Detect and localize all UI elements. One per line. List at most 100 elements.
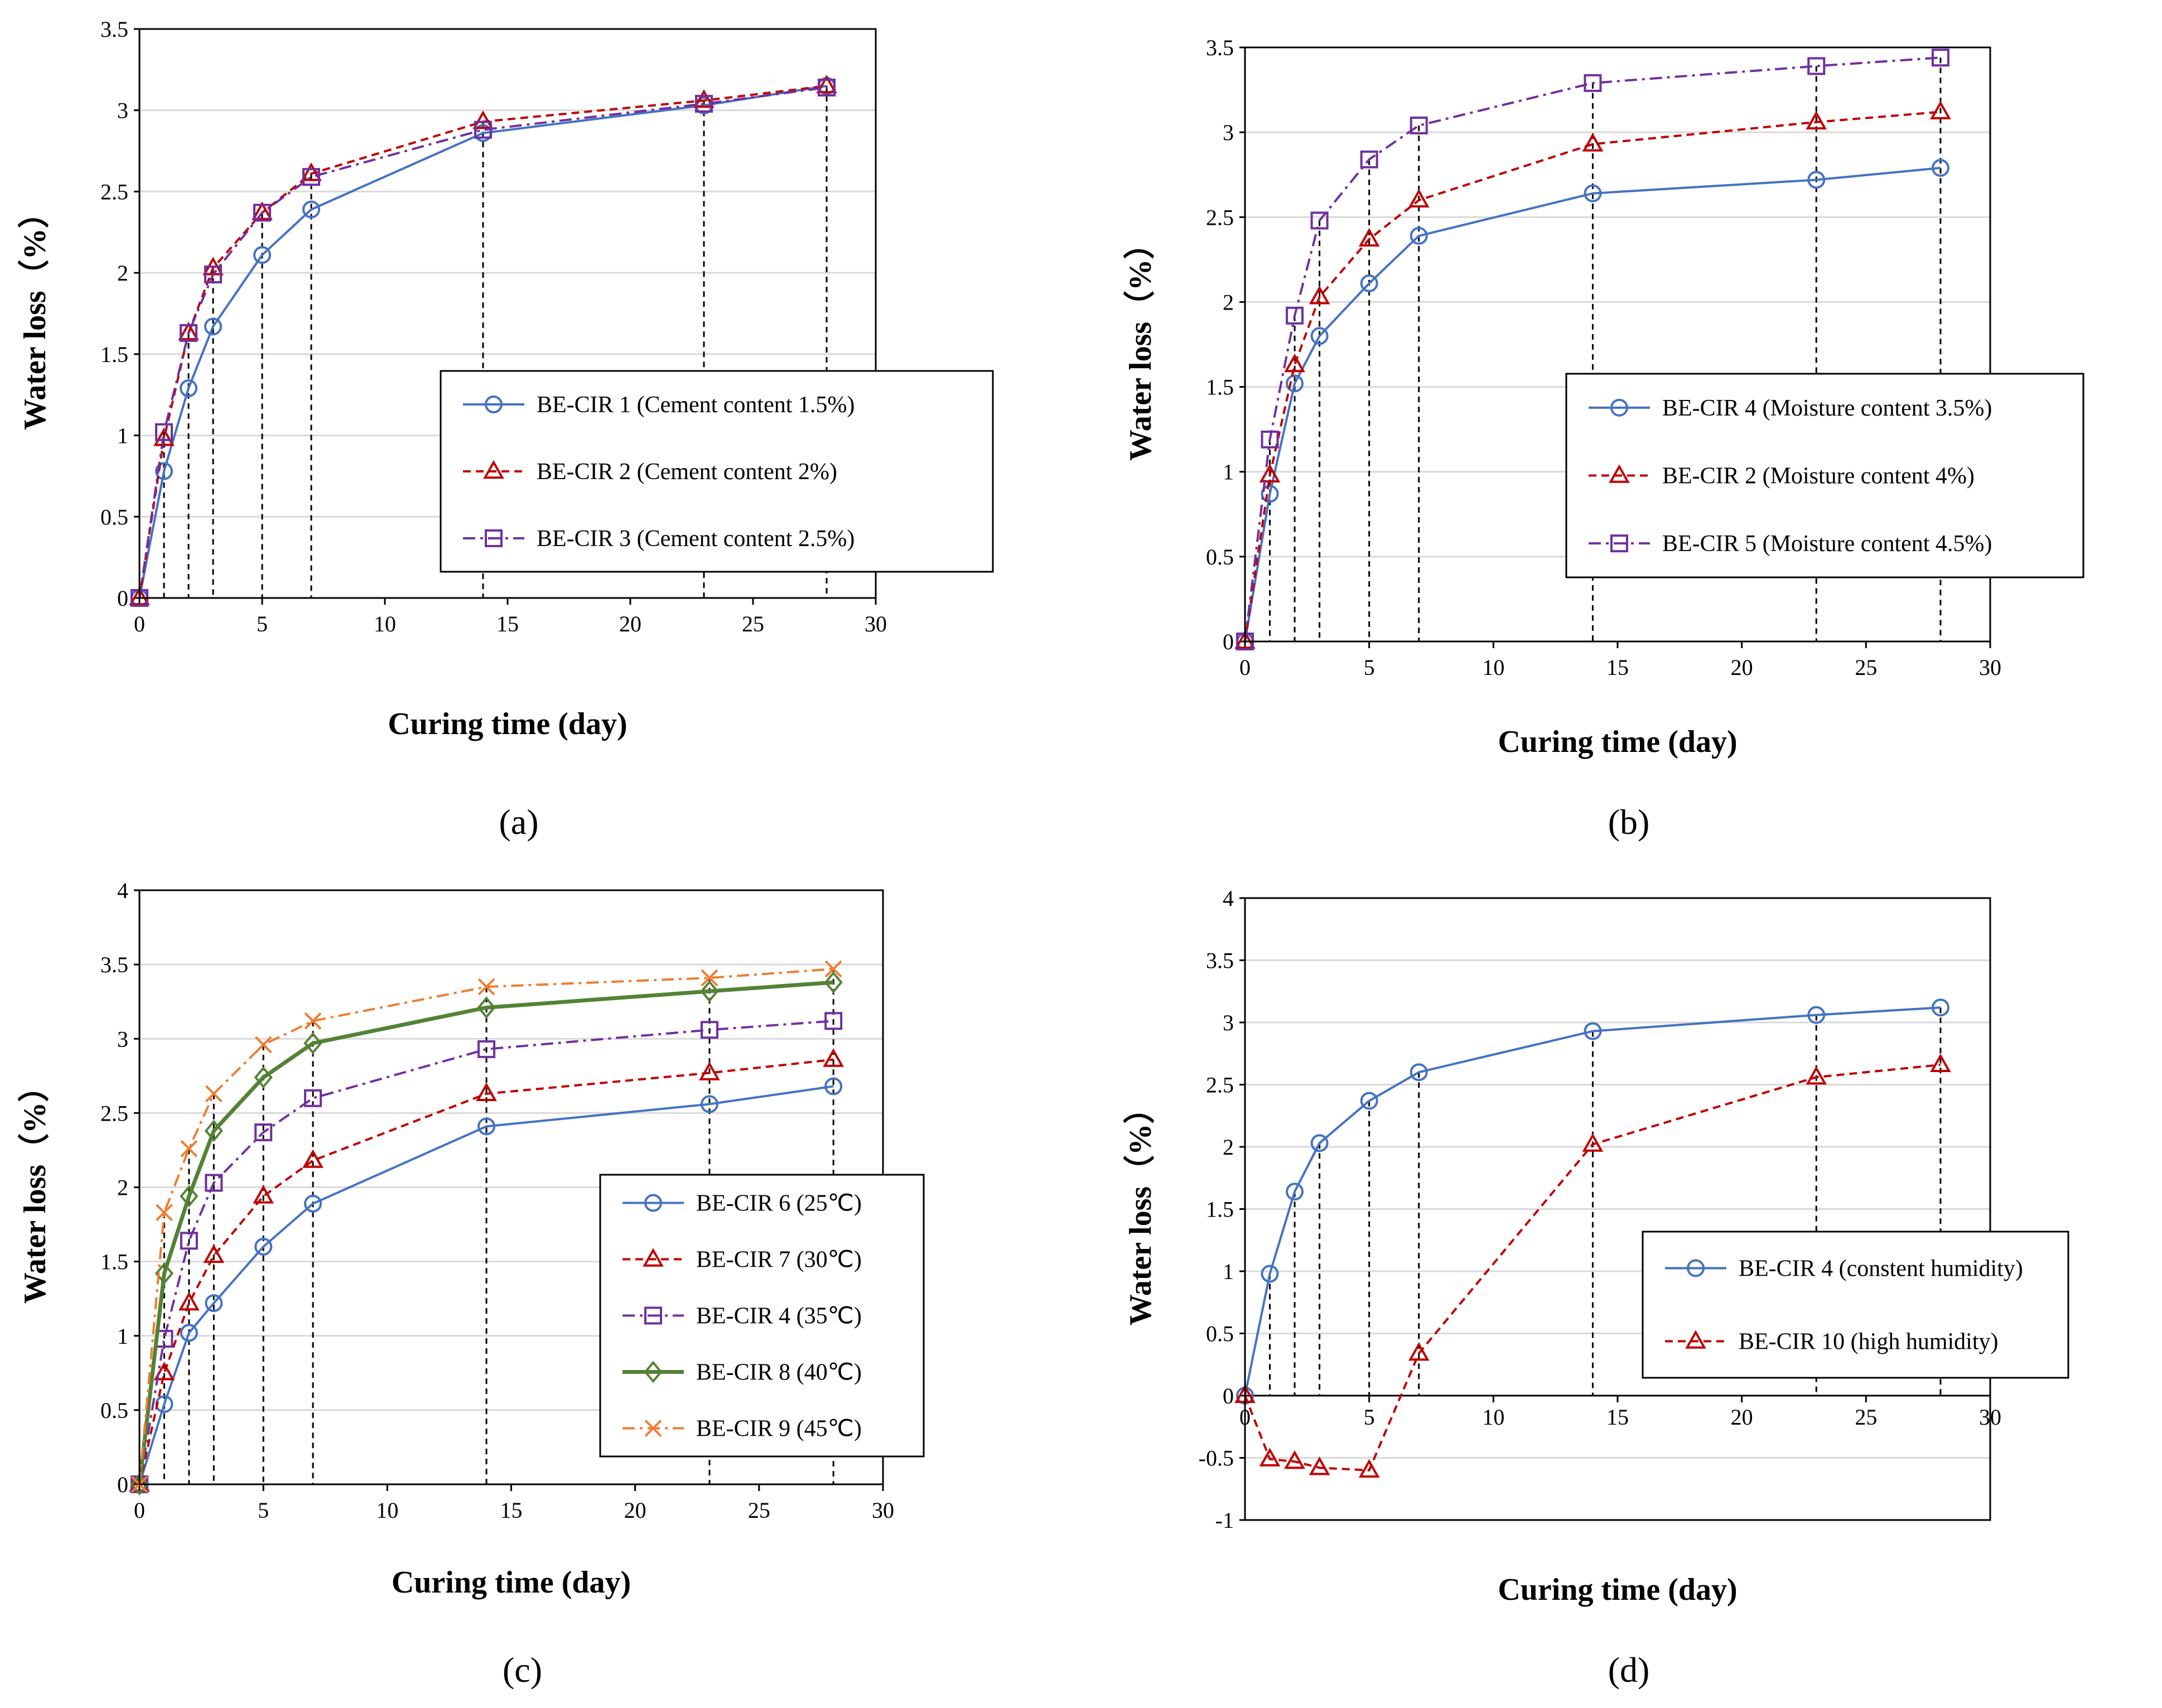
legend-entry: BE-CIR 4 (Moisture content 3.5%) xyxy=(1662,395,1992,421)
y-tick-label: -0.5 xyxy=(1199,1446,1234,1471)
data-point: BE-CIR 4 (Moisture content 3.5%): 28, 2.… xyxy=(1931,159,1949,177)
data-point: BE-CIR 10 (high humidity): 28, 2.66 xyxy=(1930,1053,1951,1073)
y-tick-label: 2 xyxy=(1223,1135,1234,1160)
data-point: BE-CIR 8 (40℃): 23, 3.32 xyxy=(700,980,719,1002)
legend-entry: BE-CIR 10 (high humidity) xyxy=(1739,1329,1999,1355)
data-point: BE-CIR 2 (Moisture content 4%): 0, 0 xyxy=(1234,630,1256,649)
data-point: BE-CIR 1 (Cement content 1.5%): 2, 1.29 xyxy=(180,379,197,398)
legend-swatch-marker xyxy=(1610,398,1628,417)
plot-frame xyxy=(1244,897,1991,1521)
data-point: BE-CIR 6 (25℃): 23, 2.56 xyxy=(700,1095,718,1113)
y-tick-label: 1 xyxy=(117,423,128,448)
data-point: BE-CIR 2 (Cement content 2%): 23, 3.06 xyxy=(693,89,715,108)
y-tick-label: 2.5 xyxy=(1206,1073,1234,1098)
data-point: BE-CIR 5 (Moisture content 4.5%): 7, 3.0… xyxy=(1410,116,1428,134)
data-point: BE-CIR 5 (Moisture content 4.5%): 1, 1.1… xyxy=(1261,430,1279,448)
data-point: BE-CIR 7 (30℃): 0, 0 xyxy=(129,1473,150,1492)
data-point: BE-CIR 4 (Moisture content 3.5%): 1, 0.8… xyxy=(1261,485,1279,503)
series-be-cir-9-45: BE-CIR 9 (45℃): 0, 0BE-CIR 9 (45℃): 1, 1… xyxy=(131,960,842,1493)
x-tick-label: 20 xyxy=(1731,655,1753,680)
legend-swatch-marker xyxy=(483,460,504,479)
legend-swatch-marker xyxy=(1609,464,1630,483)
legend-box xyxy=(440,370,994,573)
legend-entry: BE-CIR 4 (35℃) xyxy=(696,1304,862,1329)
x-tick-label: 10 xyxy=(1482,655,1504,680)
data-point: BE-CIR 4 (constent humidity): 5, 2.37 xyxy=(1360,1092,1378,1110)
data-point: BE-CIR 4 (constent humidity): 3, 2.03 xyxy=(1310,1134,1329,1152)
legend-swatch-marker xyxy=(485,395,503,413)
x-tick-label: 20 xyxy=(1731,1405,1753,1430)
legend: BE-CIR 4 (Moisture content 3.5%) BE-CIR 2… xyxy=(1565,373,2084,578)
data-point: BE-CIR 4 (constent humidity): 2, 1.64 xyxy=(1286,1183,1304,1201)
x-tick-label: 10 xyxy=(1482,1405,1504,1430)
data-point: BE-CIR 2 (Moisture content 4%): 14, 2.93 xyxy=(1582,133,1604,152)
data-point: BE-CIR 9 (45℃): 5, 2.96 xyxy=(254,1036,272,1054)
data-point: BE-CIR 4 (Moisture content 3.5%): 23, 2.… xyxy=(1807,171,1826,189)
y-tick-label: 2 xyxy=(117,1175,128,1200)
series-be-cir-10-high-humidity: BE-CIR 10 (high humidity): 0, 0BE-CIR 10… xyxy=(1234,1053,1951,1478)
legend-entry: BE-CIR 5 (Moisture content 4.5%) xyxy=(1662,531,1992,557)
y-tick-label: 0 xyxy=(117,1472,128,1497)
data-point: BE-CIR 10 (high humidity): 14, 2.02 xyxy=(1582,1133,1604,1152)
y-tick-label: 3 xyxy=(117,1026,128,1051)
panel-b: 0 0.5 1 1.5 2 2.5 3 3.5 0 5 10 15 20 25 30 BE-CIR 4 (Mo… xyxy=(1123,35,2084,842)
x-tick-label: 15 xyxy=(1606,1405,1629,1430)
x-tick-label: 5 xyxy=(1364,1405,1375,1430)
y-tick-label: 0 xyxy=(1223,1383,1234,1408)
series-line xyxy=(137,980,834,1485)
data-point: BE-CIR 7 (30℃): 14, 2.63 xyxy=(476,1082,497,1101)
x-tick-label: 20 xyxy=(619,611,641,636)
data-point: BE-CIR 4 (constent humidity): 7, 2.6 xyxy=(1410,1063,1428,1082)
x-tick-label: 30 xyxy=(872,1498,894,1523)
y-tick-label: 0.5 xyxy=(1206,544,1234,570)
data-point: BE-CIR 5 (Moisture content 4.5%): 28, 3.… xyxy=(1931,49,1949,67)
x-tick-label: 0 xyxy=(1239,655,1251,680)
legend-swatch-marker xyxy=(485,529,503,547)
x-tick-label: 30 xyxy=(865,611,887,636)
data-point: BE-CIR 4 (35℃): 3, 2.03 xyxy=(205,1174,223,1192)
data-point: BE-CIR 5 (Moisture content 4.5%): 5, 2.8… xyxy=(1360,150,1378,168)
legend-swatch-marker xyxy=(1685,1330,1706,1349)
y-tick-label: 4 xyxy=(117,878,128,903)
legend-swatch-marker xyxy=(644,1306,662,1325)
y-tick-label: 3.5 xyxy=(100,17,128,42)
data-point: BE-CIR 8 (40℃): 0, 0 xyxy=(130,1473,149,1495)
legend: BE-CIR 6 (25℃) BE-CIR 7 (30℃) BE-CIR 4 (35… xyxy=(599,1174,925,1458)
legend-entry: BE-CIR 2 (Cement content 2%) xyxy=(537,459,837,485)
data-point: BE-CIR 6 (25℃): 3, 1.22 xyxy=(205,1294,223,1313)
x-tick-label: 25 xyxy=(1855,1405,1877,1430)
data-point: BE-CIR 7 (30℃): 1, 0.75 xyxy=(153,1362,175,1381)
panel-label: (c) xyxy=(503,1650,542,1690)
y-tick-label: 2 xyxy=(117,260,128,286)
series-be-cir-7-30: BE-CIR 7 (30℃): 0, 0 BE-CIR 7 (30℃): 1, 0… xyxy=(129,1048,844,1492)
data-point: BE-CIR 9 (45℃): 3, 2.63 xyxy=(205,1085,223,1103)
series-line xyxy=(1244,1006,1941,1396)
data-point: BE-CIR 10 (high humidity): 5, -0.6 xyxy=(1358,1459,1380,1478)
data-point: BE-CIR 3 (Cement content 2.5%): 2, 1.63 xyxy=(180,324,197,342)
y-tick-label: 3 xyxy=(117,98,128,123)
x-tick-label: 25 xyxy=(742,611,764,636)
data-point: BE-CIR 8 (40℃): 7, 2.97 xyxy=(303,1032,322,1055)
x-axis-title: Curing time (day) xyxy=(388,707,627,741)
data-point: BE-CIR 4 (Moisture content 3.5%): 2, 1.5… xyxy=(1286,374,1304,393)
data-point: BE-CIR 9 (45℃): 14, 3.35 xyxy=(477,978,495,996)
series-line xyxy=(1244,1063,1941,1471)
legend: BE-CIR 4 (constent humidity) BE-CIR 10 (h… xyxy=(1642,1231,2069,1379)
data-point: BE-CIR 10 (high humidity): 23, 2.56 xyxy=(1806,1065,1827,1085)
data-point: BE-CIR 4 (Moisture content 3.5%): 3, 1.8 xyxy=(1310,327,1329,345)
series-line xyxy=(1244,56,1941,642)
data-point: BE-CIR 2 (Moisture content 4%): 3, 2.03 xyxy=(1309,286,1330,305)
data-point: BE-CIR 8 (40℃): 28, 3.38 xyxy=(824,971,843,993)
panel-label: (a) xyxy=(499,802,538,842)
data-point: BE-CIR 8 (40℃): 1, 1.42 xyxy=(155,1262,174,1285)
legend-swatch-marker xyxy=(1610,534,1628,553)
data-point: BE-CIR 6 (25℃): 7, 1.89 xyxy=(304,1194,322,1213)
data-point: BE-CIR 5 (Moisture content 4.5%): 23, 3.… xyxy=(1807,57,1826,75)
data-point: BE-CIR 4 (constent humidity): 28, 3.12 xyxy=(1931,998,1949,1017)
data-point: BE-CIR 4 (constent humidity): 14, 2.93 xyxy=(1584,1022,1602,1040)
y-tick-label: 3 xyxy=(1223,120,1234,145)
x-tick-label: 0 xyxy=(134,1498,145,1523)
data-point: BE-CIR 2 (Moisture content 4%): 7, 2.6 xyxy=(1408,189,1430,208)
data-point: BE-CIR 4 (35℃): 14, 2.93 xyxy=(477,1040,496,1058)
data-point: BE-CIR 9 (45℃): 23, 3.41 xyxy=(701,969,718,987)
